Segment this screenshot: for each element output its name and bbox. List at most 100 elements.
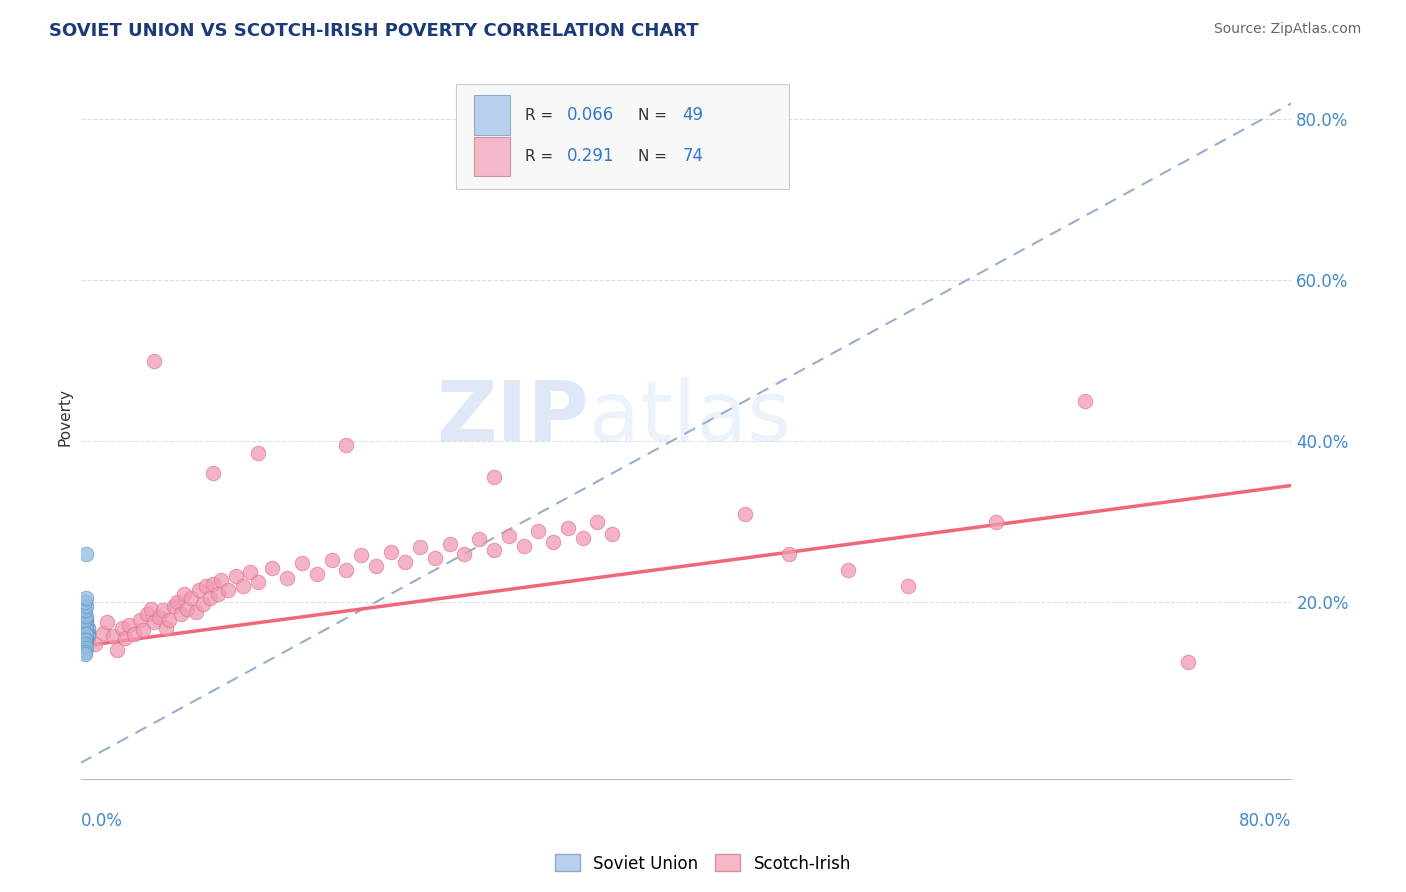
Point	[155, 621, 177, 635]
Point	[541, 534, 564, 549]
Point	[96, 615, 118, 630]
Y-axis label: Poverty: Poverty	[58, 388, 72, 446]
Point	[202, 577, 225, 591]
Point	[141, 601, 163, 615]
Point	[217, 582, 239, 597]
Point	[1073, 394, 1095, 409]
Point	[107, 643, 129, 657]
Point	[73, 637, 96, 651]
Point	[557, 521, 579, 535]
Point	[571, 531, 593, 545]
Point	[176, 601, 198, 615]
Point	[75, 618, 97, 632]
Point	[152, 603, 174, 617]
Point	[209, 573, 232, 587]
Point	[246, 574, 269, 589]
Point	[75, 632, 97, 647]
Text: R =: R =	[524, 108, 558, 123]
Point	[335, 563, 357, 577]
Point	[73, 625, 96, 640]
Point	[896, 579, 918, 593]
Legend: Soviet Union, Scotch-Irish: Soviet Union, Scotch-Irish	[548, 847, 858, 880]
Point	[75, 616, 97, 631]
Point	[180, 591, 202, 605]
Point	[143, 615, 166, 630]
Point	[73, 624, 96, 638]
Text: SOVIET UNION VS SCOTCH-IRISH POVERTY CORRELATION CHART: SOVIET UNION VS SCOTCH-IRISH POVERTY COR…	[49, 22, 699, 40]
Point	[512, 539, 534, 553]
Point	[77, 621, 100, 635]
FancyBboxPatch shape	[456, 84, 789, 189]
Point	[73, 619, 96, 633]
Point	[131, 624, 153, 638]
Bar	[474, 95, 510, 135]
Point	[118, 617, 141, 632]
Point	[73, 615, 96, 630]
Point	[73, 633, 96, 648]
Point	[73, 611, 96, 625]
Point	[75, 620, 97, 634]
Point	[73, 595, 96, 609]
Point	[1177, 656, 1199, 670]
Point	[73, 637, 96, 651]
Point	[75, 599, 97, 613]
Point	[73, 632, 96, 646]
Point	[73, 613, 96, 627]
Text: 74: 74	[682, 147, 703, 166]
Point	[75, 622, 97, 636]
Point	[195, 579, 218, 593]
Point	[162, 599, 184, 613]
Point	[73, 648, 96, 662]
Point	[148, 609, 170, 624]
Text: 0.0%: 0.0%	[80, 812, 122, 830]
Point	[73, 624, 96, 639]
Point	[335, 438, 357, 452]
Point	[75, 615, 97, 629]
Point	[73, 632, 96, 646]
Point	[136, 607, 159, 622]
Point	[423, 550, 446, 565]
Point	[73, 631, 96, 645]
Point	[276, 571, 298, 585]
Point	[77, 627, 100, 641]
Point	[73, 645, 96, 659]
Point	[75, 613, 97, 627]
Point	[75, 619, 97, 633]
Point	[291, 557, 314, 571]
Point	[75, 629, 97, 643]
Point	[77, 625, 100, 640]
Point	[527, 524, 550, 539]
Point	[111, 621, 134, 635]
Point	[73, 632, 96, 646]
Text: N =: N =	[637, 149, 672, 164]
Point	[778, 547, 800, 561]
Point	[73, 610, 96, 624]
Point	[482, 470, 505, 484]
Point	[166, 595, 188, 609]
Point	[984, 515, 1007, 529]
Point	[305, 566, 328, 581]
Point	[75, 630, 97, 644]
Point	[75, 624, 97, 638]
Point	[600, 526, 623, 541]
Point	[246, 446, 269, 460]
Point	[173, 587, 195, 601]
Point	[75, 627, 97, 641]
Point	[191, 597, 214, 611]
Point	[350, 549, 373, 563]
Point	[75, 608, 97, 623]
Text: ZIP: ZIP	[437, 376, 589, 458]
Point	[468, 533, 491, 547]
Point	[73, 615, 96, 630]
Point	[73, 603, 96, 617]
Point	[84, 637, 107, 651]
Point	[122, 627, 145, 641]
Point	[321, 553, 343, 567]
Text: N =: N =	[637, 108, 672, 123]
Point	[200, 591, 222, 605]
Point	[73, 636, 96, 650]
Point	[586, 515, 609, 529]
Point	[184, 605, 207, 619]
Point	[73, 621, 96, 635]
Bar	[474, 136, 510, 177]
